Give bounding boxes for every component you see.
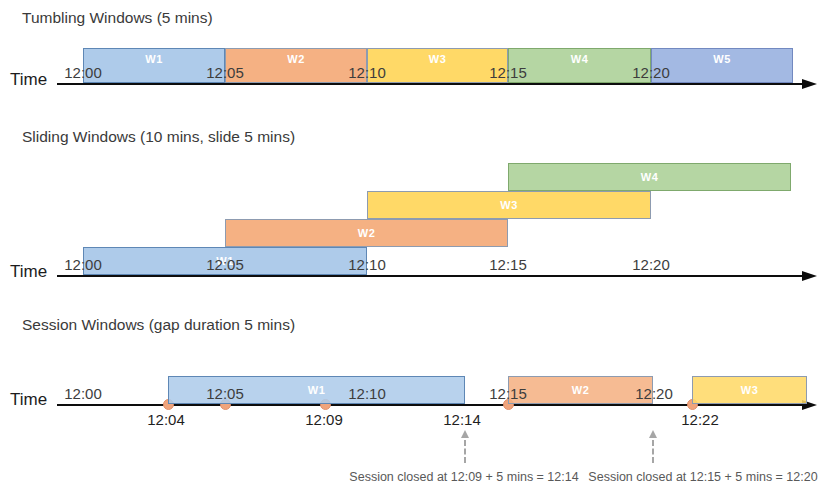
sliding-axis-tick-label: 12:10	[348, 256, 386, 274]
windowing-diagram: Tumbling Windows (5 mins) Time Sliding W…	[0, 0, 829, 498]
tumbling-axis-tick-label: 12:15	[489, 64, 527, 82]
sliding-time-axis-line	[57, 275, 802, 277]
tumbling-time-axis-line	[57, 83, 802, 85]
session-window-w2: W2	[508, 376, 653, 404]
session-section-title: Session Windows (gap duration 5 mins)	[22, 316, 295, 334]
tumbling-window-w3: W3	[367, 48, 508, 83]
sliding-axis-tick-label: 12:15	[489, 256, 527, 274]
session-axis-tick-label: 12:05	[206, 385, 244, 403]
sliding-window-w2: W2	[225, 219, 508, 247]
event-time-label: 12:22	[681, 411, 719, 429]
session-close-arrow-icon	[649, 430, 657, 438]
tumbling-window-w1: W1	[83, 48, 225, 83]
session-axis-tick-label: 12:10	[348, 385, 386, 403]
sliding-axis-tick-label: 12:20	[632, 256, 670, 274]
tumbling-window-w4: W4	[508, 48, 651, 83]
sliding-axis-arrowhead-icon	[802, 271, 817, 281]
session-close-arrow-line	[464, 440, 466, 463]
sliding-window-w4: W4	[508, 163, 791, 191]
sliding-time-axis-label: Time	[10, 262, 47, 282]
tumbling-axis-tick-label: 12:00	[64, 64, 102, 82]
session-close-arrow-line	[652, 440, 654, 463]
session-close-annotation: Session closed at 12:15 + 5 mins = 12:20	[588, 470, 817, 485]
session-close-arrow-icon	[461, 430, 469, 438]
tumbling-section-title: Tumbling Windows (5 mins)	[22, 9, 213, 27]
tumbling-axis-tick-label: 12:10	[348, 64, 386, 82]
sliding-axis-tick-label: 12:00	[64, 256, 102, 274]
tumbling-window-w2: W2	[225, 48, 367, 83]
tumbling-axis-tick-label: 12:20	[632, 64, 670, 82]
session-axis-tick-label: 12:20	[635, 385, 673, 403]
session-close-annotation: Session closed at 12:09 + 5 mins = 12:14	[349, 470, 578, 485]
session-time-axis-label: Time	[10, 390, 47, 410]
tumbling-window-w5: W5	[651, 48, 793, 83]
event-time-label: 12:09	[305, 411, 343, 429]
sliding-window-w3: W3	[367, 191, 651, 219]
tumbling-axis-tick-label: 12:05	[206, 64, 244, 82]
session-window-w3: W3	[692, 376, 807, 404]
tumbling-axis-arrowhead-icon	[802, 79, 817, 89]
session-axis-tick-label: 12:00	[64, 385, 102, 403]
event-time-label: 12:04	[147, 411, 185, 429]
tumbling-time-axis-label: Time	[10, 70, 47, 90]
sliding-section-title: Sliding Windows (10 mins, slide 5 mins)	[22, 128, 295, 146]
event-time-label: 12:14	[443, 411, 481, 429]
session-axis-tick-label: 12:15	[489, 385, 527, 403]
sliding-axis-tick-label: 12:05	[206, 256, 244, 274]
